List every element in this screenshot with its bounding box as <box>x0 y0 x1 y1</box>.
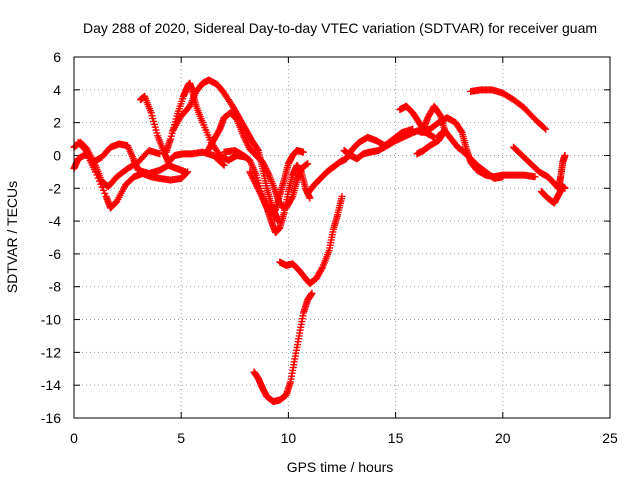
plot-frame <box>73 56 611 419</box>
data-point <box>318 264 326 272</box>
series-sat-05 <box>162 79 250 164</box>
series-sat-07 <box>203 109 312 212</box>
series-sat-16 <box>434 127 507 182</box>
data-point <box>254 145 262 153</box>
data-point <box>413 150 421 158</box>
data-point <box>306 194 314 202</box>
data-point <box>561 184 569 192</box>
grid-layer <box>74 57 610 418</box>
data-point <box>542 125 550 133</box>
data-point <box>95 177 103 185</box>
x-tick-label: 20 <box>495 430 511 446</box>
data-point <box>308 289 316 297</box>
y-tick-label: -4 <box>49 213 62 229</box>
x-tick-label: 0 <box>70 430 78 446</box>
y-tick-label: -6 <box>49 246 62 262</box>
data-point <box>220 161 228 169</box>
data-point <box>93 171 101 179</box>
y-tick-label: 6 <box>53 49 61 65</box>
data-point <box>101 189 109 197</box>
y-axis-label: SDTVAR / TECUs <box>4 181 20 293</box>
chart-title: Day 288 of 2020, Sidereal Day-to-day VTE… <box>83 20 597 36</box>
data-point <box>97 180 105 188</box>
data-layer <box>70 76 569 406</box>
data-point <box>304 160 312 168</box>
x-axis-label: GPS time / hours <box>287 459 394 475</box>
data-point <box>499 173 507 181</box>
y-tick-label: -12 <box>41 344 61 360</box>
y-tick-label: -10 <box>41 312 61 328</box>
y-tick-label: 4 <box>53 82 61 98</box>
y-tick-label: 2 <box>53 115 61 131</box>
series-sat-15 <box>417 114 539 181</box>
series-sat-18 <box>510 143 569 192</box>
data-point <box>338 192 346 200</box>
y-tick-label: -14 <box>41 377 61 393</box>
x-tick-label: 5 <box>177 430 185 446</box>
data-point <box>219 160 227 168</box>
tick-layer: 0 5 10 15 20 25 -16 -14 -12 -10 -8 -6 -4 -2 0 2 4 6 <box>41 49 618 446</box>
data-point <box>299 148 307 156</box>
series-sat-11 <box>276 192 346 287</box>
y-tick-label: -16 <box>41 410 61 426</box>
data-point <box>457 127 465 135</box>
x-tick-label: 10 <box>281 430 297 446</box>
series-sat-03 <box>74 138 189 178</box>
data-point <box>94 174 102 182</box>
data-point <box>99 186 107 194</box>
series-sat-09 <box>246 161 314 237</box>
x-tick-label: 15 <box>388 430 404 446</box>
y-tick-label: -2 <box>49 180 62 196</box>
series-sat-19 <box>537 183 569 207</box>
y-tick-label: -8 <box>49 279 62 295</box>
y-tick-label: 0 <box>53 147 61 163</box>
data-point <box>561 151 569 159</box>
data-point <box>436 111 444 119</box>
data-point <box>91 168 99 176</box>
data-point <box>98 183 106 191</box>
series-sat-10 <box>250 289 316 406</box>
data-point <box>531 173 539 181</box>
data-point <box>288 194 296 202</box>
data-point <box>181 168 189 176</box>
data-point <box>540 124 548 132</box>
x-tick-label: 25 <box>602 430 618 446</box>
series-sat-06 <box>169 76 282 225</box>
series-sat-17 <box>467 86 550 133</box>
